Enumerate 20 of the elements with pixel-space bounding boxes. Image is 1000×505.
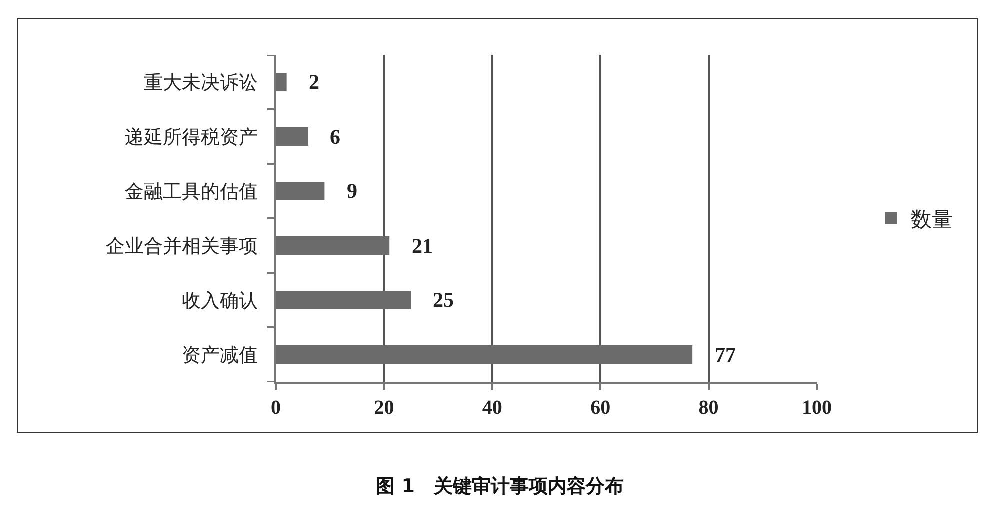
y-tick-label: 递延所得税资产 bbox=[125, 126, 258, 148]
y-tick-label: 资产减值 bbox=[182, 344, 258, 366]
data-label: 77 bbox=[715, 343, 736, 367]
data-label: 2 bbox=[309, 70, 320, 94]
x-tick-label: 0 bbox=[271, 397, 281, 419]
y-tick-label: 收入确认 bbox=[182, 290, 258, 312]
y-tick-label: 重大未决诉讼 bbox=[144, 72, 258, 94]
data-label: 6 bbox=[330, 125, 340, 149]
legend-label: 数量 bbox=[911, 207, 954, 232]
x-tick-label: 80 bbox=[698, 397, 719, 419]
data-label: 25 bbox=[433, 288, 454, 312]
y-tick-label: 金融工具的估值 bbox=[125, 180, 258, 203]
x-tick-label: 60 bbox=[590, 397, 611, 419]
data-label: 21 bbox=[412, 234, 433, 258]
data-label: 9 bbox=[347, 179, 358, 203]
text: 图 1 关键审计事项内容分布 bbox=[376, 475, 624, 498]
x-tick-label: 100 bbox=[802, 397, 832, 419]
x-tick-label: 20 bbox=[374, 397, 394, 419]
x-tick-label: 40 bbox=[482, 397, 502, 419]
y-tick-label: 企业合并相关事项 bbox=[106, 235, 258, 258]
